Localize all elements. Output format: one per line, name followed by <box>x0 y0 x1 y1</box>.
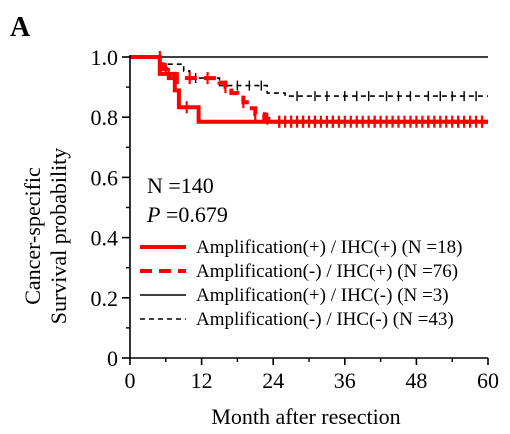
y-tick-label-4: 0.8 <box>91 105 119 130</box>
p-value: =0.679 <box>166 202 228 227</box>
x-tick-label-36: 36 <box>334 368 356 393</box>
y-axis-title-line-1: Cancer-specific <box>20 167 45 305</box>
y-axis-title: Cancer-specific Survival probability <box>20 148 71 325</box>
y-tick-label-5: 1.0 <box>91 45 119 70</box>
series-4-line <box>130 56 488 97</box>
y-tick-label-1: 0.2 <box>91 286 119 311</box>
annotation-block: N =140 P =0.679 <box>146 173 228 227</box>
x-axis-title: Month after resection <box>211 404 400 429</box>
legend-label-1: Amplification(+) / IHC(+) (N =18) <box>196 237 462 258</box>
x-tick-label-0: 0 <box>125 368 136 393</box>
p-label: P <box>146 202 160 227</box>
p-annotation: P =0.679 <box>146 202 228 227</box>
panel-label: A <box>10 12 31 43</box>
legend-label-3: Amplification(+) / IHC(-) (N =3) <box>196 285 449 306</box>
legend-label-2: Amplification(-) / IHC(+) (N =76) <box>196 261 458 282</box>
axes: 0 12 24 36 48 60 0 0.2 0.4 0.6 0.8 1.0 <box>91 45 500 393</box>
legend-label-4: Amplification(-) / IHC(-) (N =43) <box>196 309 454 330</box>
y-tick-label-0: 0 <box>107 346 118 371</box>
x-tick-label-48: 48 <box>405 368 427 393</box>
y-tick-label-2: 0.4 <box>91 226 119 251</box>
y-axis-title-line-2: Survival probability <box>46 148 71 325</box>
legend: Amplification(+) / IHC(+) (N =18) Amplifi… <box>140 237 462 330</box>
plot-area <box>130 51 488 128</box>
y-tick-label-3: 0.6 <box>91 165 119 190</box>
x-tick-label-60: 60 <box>477 368 499 393</box>
x-tick-label-12: 12 <box>191 368 213 393</box>
x-tick-label-24: 24 <box>262 368 284 393</box>
n-annotation: N =140 <box>147 173 214 198</box>
series-1-line <box>130 55 488 124</box>
